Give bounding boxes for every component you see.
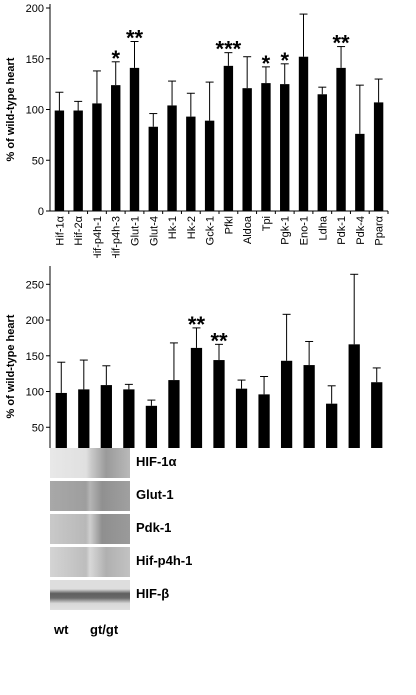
category-label: Pfkl (223, 216, 235, 234)
bar (355, 133, 365, 211)
y-tick-label: 100 (26, 105, 44, 117)
chart-bottom: 050100150200250% of wild-type heartCd73A… (5, 266, 383, 448)
significance-marker: * (280, 48, 289, 73)
bar (145, 405, 158, 448)
blot-label-pdk1: Pdk-1 (136, 520, 172, 535)
category-label: Pparα (374, 215, 386, 245)
y-tick-label: 50 (32, 155, 44, 167)
blot-label-hif1a: HIF-1α (136, 454, 177, 469)
bar (373, 102, 384, 211)
bar (168, 380, 180, 448)
significance-marker: ** (332, 31, 350, 56)
bar (204, 120, 215, 211)
category-label: Tpi (261, 216, 273, 231)
bar (258, 394, 270, 448)
category-label: Aldoa (242, 215, 254, 244)
bar (371, 382, 383, 448)
significance-marker: * (262, 51, 271, 76)
bar (242, 88, 252, 211)
bar (73, 110, 83, 211)
category-label: Pgk-1 (280, 216, 292, 245)
bar (167, 105, 177, 211)
category-label: Pdk-1 (336, 216, 348, 245)
significance-marker: *** (216, 37, 242, 62)
blot-band-pdk1 (50, 514, 130, 544)
category-label: Pdk-4 (355, 216, 367, 245)
y-tick-label: 100 (26, 387, 44, 399)
y-axis-label: % of wild-type heart (5, 314, 17, 418)
y-tick-label: 0 (38, 206, 44, 218)
blot-band-hif1a (50, 448, 130, 478)
category-label: Glut-4 (148, 216, 160, 246)
lane-label-wt: wt (54, 622, 69, 637)
blot-band-hifb (50, 580, 130, 610)
category-label: Hif-1α (54, 215, 66, 245)
category-label: Eno-1 (299, 216, 311, 245)
western-blot-panel: HIF-1α Glut-1 Pdk-1 Hif-p4h-1 HIF-β wt g… (0, 446, 416, 695)
category-label: Hk-2 (186, 216, 198, 239)
bar (298, 56, 309, 211)
bar (235, 388, 248, 448)
significance-marker: * (111, 46, 120, 71)
bar (317, 94, 327, 211)
significance-marker: ** (188, 312, 206, 337)
bar (78, 389, 90, 448)
category-label: Ldha (317, 215, 329, 240)
category-label: Hif-2α (73, 215, 85, 245)
bar (100, 385, 112, 448)
bar (348, 344, 360, 448)
chart-top: 0 50 100 150 200 % of wild-type heart Hif-1α Hi… (5, 3, 389, 258)
bar (326, 403, 338, 448)
y-tick-label: 200 (26, 315, 44, 327)
bar (223, 65, 234, 211)
bar (213, 360, 225, 448)
category-label: Gck-1 (205, 216, 217, 245)
category-label: Hk-1 (167, 216, 179, 239)
y-tick-label: 200 (26, 3, 44, 15)
bar (123, 389, 135, 448)
y-tick-label: 150 (26, 351, 44, 363)
bar (303, 365, 315, 448)
bar (190, 347, 203, 448)
significance-marker: ** (126, 25, 144, 50)
bar (336, 67, 346, 211)
y-tick-label: 250 (26, 279, 44, 291)
bar (129, 67, 140, 211)
blot-label-hifb: HIF-β (136, 586, 170, 601)
y-tick-label: 50 (32, 422, 44, 434)
bar (111, 85, 121, 211)
blot-band-hifp4h1 (50, 547, 130, 577)
blot-band-glut1 (50, 481, 130, 511)
bar (148, 126, 158, 211)
bar (261, 83, 271, 211)
category-label: Glut-1 (130, 216, 142, 246)
category-label: Hif-p4h-3 (111, 216, 123, 258)
bar (280, 360, 293, 448)
significance-marker: ** (210, 328, 228, 353)
bar (54, 110, 65, 211)
category-label: Hif-p4h-1 (92, 216, 104, 258)
bar (280, 84, 290, 211)
bar (55, 392, 67, 448)
blot-label-hifp4h1: Hif-p4h-1 (136, 553, 193, 568)
lane-label-gtgt: gt/gt (90, 622, 119, 637)
y-tick-label: 150 (26, 54, 44, 66)
bar (92, 103, 102, 211)
bar (186, 116, 196, 211)
y-axis-label: % of wild-type heart (5, 57, 17, 161)
blot-label-glut1: Glut-1 (136, 487, 174, 502)
